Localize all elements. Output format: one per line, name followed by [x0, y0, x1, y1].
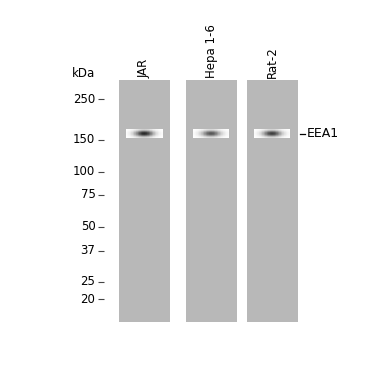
Text: 20: 20: [81, 293, 95, 306]
Text: 250: 250: [73, 93, 95, 106]
Text: Hepa 1-6: Hepa 1-6: [205, 24, 218, 78]
Bar: [119, 80, 170, 322]
Text: kDa: kDa: [72, 67, 95, 80]
Text: 37: 37: [81, 244, 95, 257]
Text: 100: 100: [73, 165, 95, 178]
Text: 50: 50: [81, 220, 95, 233]
Bar: [186, 80, 237, 322]
Bar: [247, 80, 297, 322]
Text: EEA1: EEA1: [306, 127, 338, 140]
Text: 75: 75: [81, 188, 95, 201]
Text: 150: 150: [73, 133, 95, 146]
Text: JAR: JAR: [138, 59, 151, 78]
Text: Rat-2: Rat-2: [266, 46, 279, 78]
Text: 25: 25: [81, 275, 95, 288]
